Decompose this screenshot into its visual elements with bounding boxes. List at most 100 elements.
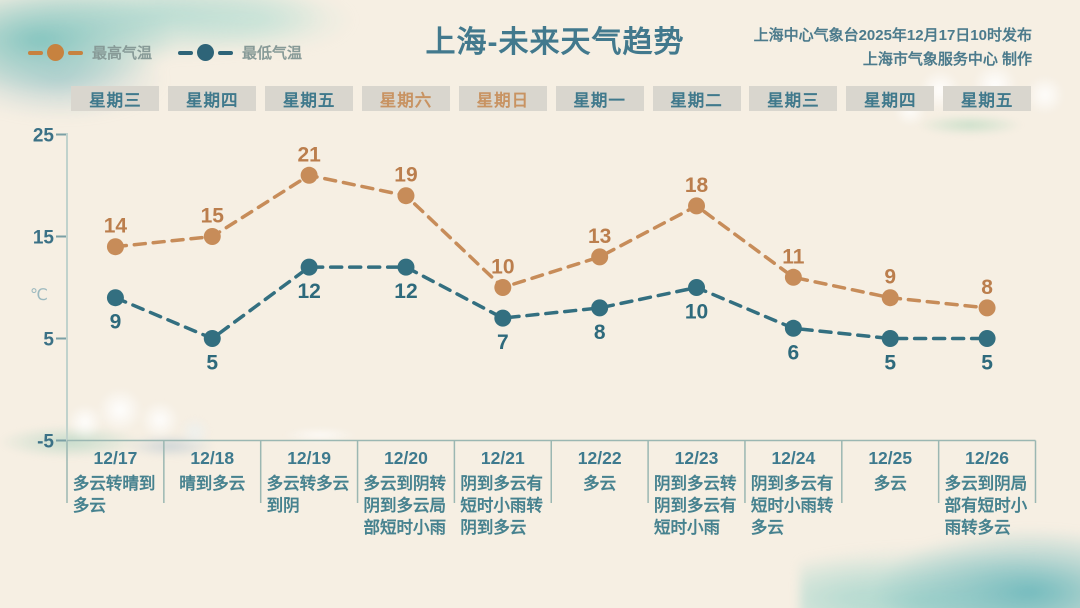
low-temp-value-label: 12 — [394, 280, 417, 303]
forecast-date: 12/17 — [93, 448, 138, 468]
high-temp-marker — [688, 197, 706, 215]
weather-description: 多云转多云到阴 — [266, 475, 350, 515]
low-temp-line — [113, 265, 989, 341]
low-temp-marker — [784, 319, 802, 337]
low-temp-value-label: 8 — [594, 321, 606, 344]
page-title: 上海-未来天气趋势 — [425, 26, 685, 59]
forecast-column: 12/18 晴到多云 — [164, 447, 261, 495]
forecast-column: 12/17 多云转晴到多云 — [67, 447, 164, 517]
high-temp-value-label: 19 — [394, 164, 417, 187]
legend-label-low: 最低气温 — [242, 45, 303, 62]
forecast-column: 12/23 阴到多云转阴到多云有短时小雨 — [648, 447, 745, 539]
forecast-column: 12/24 阴到多云有短时小雨转多云 — [745, 447, 842, 539]
weather-description: 多云转晴到多云 — [72, 475, 156, 515]
forecast-column: 12/25 多云 — [842, 447, 939, 495]
low-temp-value-label: 9 — [110, 311, 122, 334]
y-tick-label: 15 — [33, 228, 55, 249]
producer-text: 上海市气象服务中心 制作 — [862, 51, 1032, 68]
legend: 最高气温 最低气温 — [28, 42, 302, 63]
issuer-info: 上海中心气象台2025年12月17日10时发布 上海市气象服务中心 制作 — [754, 24, 1032, 72]
low-temp-value-label: 5 — [884, 352, 896, 375]
weekday-header-7: 星期二 — [652, 86, 741, 111]
high-temp-marker — [300, 166, 318, 184]
forecast-date: 12/22 — [577, 448, 622, 468]
legend-item-high-temp: 最高气温 — [28, 42, 152, 63]
high-temp-value-label: 9 — [884, 266, 896, 289]
low-temp-line-swatch-icon — [178, 44, 234, 61]
high-temp-marker — [203, 228, 221, 245]
weekday-header-2: 星期四 — [168, 86, 257, 111]
y-tick-label: -5 — [37, 432, 54, 453]
weather-description: 多云 — [583, 475, 617, 493]
forecast-column: 12/19 多云转多云到阴 — [261, 447, 358, 517]
low-temp-marker — [881, 330, 899, 347]
weekday-header-1: 星期三 — [71, 86, 160, 111]
low-temp-marker — [397, 258, 415, 276]
weather-description: 阴到多云转阴到多云有短时小雨 — [654, 475, 737, 537]
high-temp-marker — [494, 279, 512, 296]
weekday-header-5: 星期日 — [458, 86, 547, 111]
weather-description: 多云到阴局部有短时小雨转多云 — [944, 475, 1028, 537]
high-temp-marker — [591, 248, 609, 266]
forecast-date: 12/24 — [771, 448, 816, 468]
weekday-header-9: 星期四 — [846, 86, 935, 111]
y-tick-label: 5 — [43, 330, 54, 351]
weekday-header-4: 星期六 — [361, 86, 450, 111]
forecast-date: 12/19 — [287, 448, 331, 468]
legend-label-high: 最高气温 — [92, 45, 153, 62]
y-axis-unit-label: ℃ — [30, 287, 48, 304]
legend-item-low-temp: 最低气温 — [178, 42, 302, 63]
forecast-date: 12/21 — [480, 448, 525, 468]
weekday-header-3: 星期五 — [265, 86, 354, 111]
forecast-column: 12/21 阴到多云有短时小雨转阴到多云 — [454, 447, 551, 539]
y-tick-label: 25 — [33, 126, 55, 147]
low-temp-marker — [203, 330, 221, 347]
high-temp-marker — [397, 187, 415, 205]
low-temp-value-label: 5 — [981, 352, 993, 375]
low-temp-marker — [978, 330, 996, 347]
forecast-date: 12/23 — [674, 448, 719, 468]
weather-description: 晴到多云 — [179, 475, 246, 493]
high-temp-value-label: 11 — [782, 245, 805, 268]
high-temp-value-label: 10 — [491, 256, 514, 279]
weekday-header-10: 星期五 — [943, 86, 1032, 111]
high-temp-marker — [881, 289, 899, 307]
low-temp-value-label: 5 — [206, 352, 218, 375]
weather-description: 阴到多云有短时小雨转阴到多云 — [460, 475, 543, 537]
high-temp-marker — [784, 268, 802, 286]
weather-description: 多云 — [873, 475, 907, 493]
high-temp-marker — [978, 299, 996, 317]
high-temp-value-label: 18 — [685, 174, 709, 197]
low-temp-marker — [106, 289, 124, 307]
high-temp-value-label: 15 — [201, 205, 225, 228]
high-temp-marker — [106, 238, 124, 256]
low-temp-value-label: 12 — [297, 280, 320, 303]
weekday-header-8: 星期三 — [749, 86, 838, 111]
high-temp-value-label: 21 — [297, 143, 321, 166]
forecast-date: 12/25 — [868, 448, 913, 468]
weather-description: 阴到多云有短时小雨转多云 — [750, 475, 834, 537]
high-temp-line-swatch-icon — [28, 44, 83, 61]
forecast-date: 12/18 — [190, 448, 235, 468]
low-temp-value-label: 6 — [788, 341, 800, 364]
high-temp-value-label: 14 — [104, 215, 128, 238]
low-temp-marker — [591, 299, 609, 317]
low-temp-marker — [300, 258, 318, 276]
forecast-column: 12/20 多云到阴转阴到多云局部短时小雨 — [358, 447, 455, 539]
low-temp-value-label: 10 — [685, 301, 708, 324]
forecast-column: 12/22 多云 — [551, 447, 648, 495]
issued-time-text: 上海中心气象台2025年12月17日10时发布 — [753, 27, 1032, 44]
weather-description: 多云到阴转阴到多云局部短时小雨 — [363, 475, 446, 537]
forecast-date: 12/20 — [384, 448, 428, 468]
forecast-date: 12/26 — [965, 448, 1009, 468]
low-temp-marker — [494, 309, 512, 327]
low-temp-value-label: 7 — [497, 331, 509, 354]
low-temp-marker — [688, 279, 706, 296]
forecast-column: 12/26 多云到阴局部有短时小雨转多云 — [939, 447, 1036, 539]
high-temp-value-label: 13 — [588, 225, 611, 248]
high-temp-value-label: 8 — [981, 276, 993, 299]
high-temp-line — [113, 173, 989, 310]
weekday-header-6: 星期一 — [555, 86, 644, 111]
